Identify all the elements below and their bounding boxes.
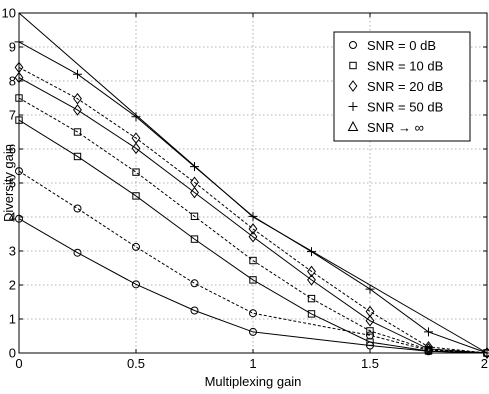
legend-label: SNR → ∞ <box>367 120 424 135</box>
marker-circle <box>132 280 140 289</box>
x-tick-label: 0 <box>15 356 22 371</box>
marker-diamond <box>131 142 141 155</box>
marker-circle <box>73 248 82 257</box>
series-line-circle-solid <box>18 218 488 354</box>
marker-diamond <box>307 265 316 278</box>
marker-square <box>132 168 140 176</box>
marker-diamond <box>190 186 199 199</box>
marker-diamond <box>73 104 82 116</box>
marker-circle <box>190 306 199 315</box>
marker-square <box>307 294 316 303</box>
marker-square <box>307 310 316 318</box>
x-tick-label: 1.5 <box>361 356 379 371</box>
x-tick-label: 2 <box>481 356 488 371</box>
marker-diamond <box>307 274 316 286</box>
marker-square <box>366 327 374 335</box>
marker-plus <box>131 112 141 122</box>
marker-circle <box>132 242 140 251</box>
marker-plus <box>73 69 82 79</box>
series-line-square-dashed <box>18 97 488 354</box>
marker-circle <box>73 204 82 213</box>
marker-square <box>73 128 82 136</box>
marker-square <box>249 276 257 284</box>
legend-label: SNR = 10 dB <box>367 59 443 74</box>
marker-square <box>190 235 199 243</box>
y-tick-label: 3 <box>9 244 16 259</box>
marker-square <box>132 192 140 200</box>
marker-diamond <box>248 223 258 235</box>
y-tick-label: 2 <box>9 278 16 293</box>
legend-label: SNR = 50 dB <box>367 100 443 115</box>
legend-label: SNR = 20 dB <box>367 79 443 94</box>
marker-diamond <box>131 132 141 144</box>
marker-plus <box>190 162 199 172</box>
marker-circle <box>249 309 257 318</box>
series-line-diamond-solid <box>18 77 488 354</box>
marker-square <box>190 212 199 221</box>
series-line-circle-dashed <box>18 170 488 354</box>
marker-square <box>349 61 357 70</box>
y-tick-label: 9 <box>9 40 16 55</box>
marker-diamond <box>348 80 358 92</box>
legend-label: SNR = 0 dB <box>367 38 436 53</box>
marker-circle <box>349 41 357 49</box>
y-tick-label: 8 <box>9 74 16 89</box>
marker-square <box>249 256 257 265</box>
axis-ticks: 0 0.5 1 1.5 2 0 1 2 3 4 5 6 7 8 9 10 <box>2 6 488 372</box>
marker-diamond <box>365 314 375 327</box>
marker-square <box>73 152 82 161</box>
legend: SNR = 0 dB SNR = 10 dB SNR = 20 dB SNR = 50… <box>333 31 471 142</box>
marker-plus <box>248 211 258 221</box>
y-tick-label: 7 <box>9 108 16 123</box>
x-tick-label: 1 <box>249 356 256 371</box>
marker-circle <box>249 327 257 336</box>
y-tick-label: 10 <box>2 6 16 21</box>
marker-triangle <box>347 120 359 131</box>
marker-plus <box>348 102 358 111</box>
series-line-triangle-solid <box>18 12 488 354</box>
y-tick-label: 5 <box>9 176 16 191</box>
series-line-square-solid <box>18 119 488 354</box>
marker-plus <box>424 327 433 337</box>
x-tick-label: 0.5 <box>127 356 145 371</box>
marker-circle <box>190 279 199 288</box>
marker-diamond <box>424 341 433 353</box>
y-tick-label: 4 <box>9 210 16 225</box>
marker-diamond <box>248 230 258 243</box>
y-axis-label: Diversity gain <box>1 144 16 222</box>
marker-diamond <box>365 305 375 318</box>
marker-diamond <box>73 92 82 105</box>
marker-diamond <box>424 343 433 355</box>
y-tick-label: 1 <box>9 312 16 327</box>
marker-diamond <box>190 176 199 189</box>
y-tick-label: 0 <box>9 346 16 361</box>
marker-plus <box>365 284 375 294</box>
marker-square <box>366 338 374 346</box>
y-tick-label: 6 <box>9 142 16 157</box>
marker-plus <box>307 247 316 257</box>
x-axis-label: Multiplexing gain <box>205 374 302 389</box>
